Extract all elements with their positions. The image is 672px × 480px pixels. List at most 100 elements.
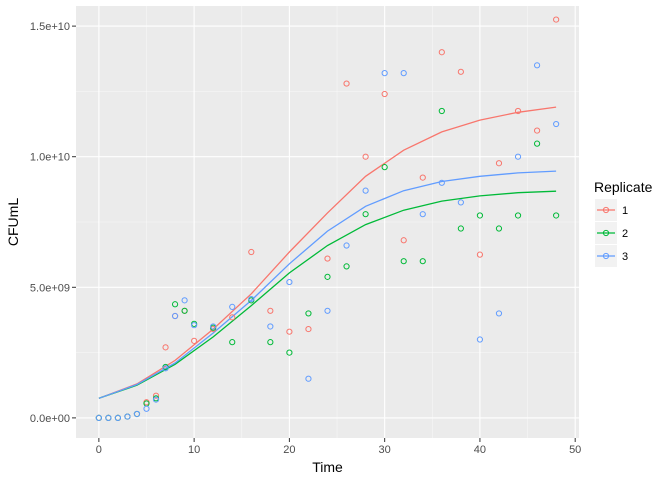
data-point-replicate-3	[533, 62, 541, 69]
data-point-replicate-3	[143, 405, 150, 412]
data-point-replicate-2	[362, 211, 369, 218]
data-point-replicate-1	[419, 174, 426, 181]
data-point-replicate-3	[324, 307, 331, 314]
data-point-replicate-1	[229, 314, 236, 321]
x-tick-label: 30	[379, 444, 391, 456]
data-point-replicate-1	[305, 325, 312, 333]
fit-line-replicate-3	[98, 170, 557, 399]
data-point-replicate-3	[362, 187, 369, 194]
y-tick-label: 0.0e+00	[30, 413, 70, 425]
data-point-replicate-2	[381, 164, 388, 171]
x-tick-label: 10	[188, 444, 200, 456]
data-point-replicate-3	[343, 242, 350, 249]
data-point-replicate-3	[133, 410, 141, 418]
data-point-replicate-3	[286, 278, 293, 286]
y-axis: 0.0e+00 5.0e+09 1.0e+10 1.5e+10	[30, 21, 76, 425]
data-point-replicate-2	[476, 212, 484, 219]
data-point-replicate-3	[229, 303, 236, 310]
data-points	[95, 16, 560, 421]
data-point-replicate-3	[105, 414, 112, 421]
legend-key-point	[602, 206, 610, 214]
data-point-replicate-3	[514, 153, 522, 160]
data-point-replicate-1	[533, 127, 541, 134]
data-point-replicate-2	[438, 107, 445, 115]
data-point-replicate-1	[476, 251, 484, 258]
legend-item-3: 3	[595, 245, 628, 267]
data-point-replicate-3	[114, 414, 122, 421]
fit-line-replicate-2	[98, 190, 557, 399]
data-point-replicate-3	[438, 179, 445, 186]
legend-item-1: 1	[595, 199, 628, 221]
data-point-replicate-1	[191, 337, 198, 344]
grid	[76, 6, 579, 438]
legend-items: 1 2 3	[595, 199, 628, 267]
data-point-replicate-2	[419, 258, 426, 265]
data-point-replicate-1	[400, 237, 407, 244]
data-point-replicate-2	[457, 225, 464, 232]
data-point-replicate-2	[343, 263, 350, 270]
legend-key-point	[602, 229, 610, 237]
data-point-replicate-1	[267, 307, 274, 314]
fit-line-replicate-1	[98, 106, 557, 399]
y-tick-label: 1.0e+10	[30, 152, 70, 164]
legend-label: 1	[622, 205, 628, 217]
data-point-replicate-3	[124, 413, 131, 420]
y-tick-label: 1.5e+10	[30, 21, 70, 33]
x-tick-label: 40	[474, 444, 486, 456]
data-point-replicate-3	[553, 120, 560, 128]
data-point-replicate-3	[171, 312, 179, 320]
data-point-replicate-3	[476, 336, 484, 343]
legend-item-2: 2	[595, 222, 628, 244]
data-point-replicate-2	[495, 225, 503, 232]
data-point-replicate-2	[181, 307, 188, 314]
data-point-replicate-1	[495, 160, 503, 167]
data-point-replicate-2	[286, 349, 293, 356]
data-point-replicate-1	[324, 255, 331, 262]
legend-label: 2	[622, 228, 628, 240]
data-point-replicate-1	[514, 107, 522, 115]
data-point-replicate-3	[210, 323, 217, 330]
data-point-replicate-2	[305, 310, 312, 317]
data-point-replicate-1	[381, 90, 388, 98]
data-point-replicate-3	[248, 295, 255, 303]
x-tick-label: 20	[283, 444, 295, 456]
data-point-replicate-3	[95, 414, 102, 421]
data-point-replicate-2	[553, 212, 560, 219]
legend-key-point	[602, 252, 610, 260]
data-point-replicate-2	[267, 339, 274, 346]
data-point-replicate-1	[438, 49, 445, 56]
legend-title: Replicate	[594, 179, 653, 195]
data-point-replicate-1	[162, 344, 169, 351]
data-point-replicate-1	[362, 153, 369, 160]
x-axis-title: Time	[312, 459, 343, 475]
data-point-replicate-1	[152, 392, 160, 399]
y-tick-label: 5.0e+09	[30, 282, 70, 294]
x-axis: 0 10 20 30 40 50	[96, 438, 581, 456]
data-point-replicate-3	[181, 297, 188, 304]
data-point-replicate-2	[324, 273, 331, 280]
data-point-replicate-3	[457, 199, 464, 206]
data-point-replicate-2	[171, 301, 179, 308]
data-point-replicate-3	[267, 323, 274, 330]
legend: Replicate 1 2 3	[594, 179, 653, 267]
y-axis-title: CFUmL	[5, 198, 21, 246]
data-point-replicate-3	[419, 211, 426, 218]
data-point-replicate-2	[229, 339, 236, 346]
data-point-replicate-2	[514, 212, 522, 219]
data-point-replicate-3	[381, 70, 388, 77]
data-point-replicate-3	[305, 375, 312, 382]
legend-label: 3	[622, 251, 628, 263]
data-point-replicate-1	[457, 68, 464, 75]
data-point-replicate-2	[533, 140, 541, 147]
data-point-replicate-3	[152, 396, 160, 403]
data-point-replicate-3	[162, 365, 169, 372]
x-tick-label: 0	[96, 444, 102, 456]
data-point-replicate-3	[495, 310, 503, 317]
data-point-replicate-1	[248, 248, 255, 256]
fit-lines	[98, 106, 557, 399]
data-point-replicate-1	[343, 80, 350, 87]
data-point-replicate-2	[400, 258, 407, 265]
x-tick-label: 50	[569, 444, 581, 456]
data-point-replicate-3	[191, 322, 198, 329]
